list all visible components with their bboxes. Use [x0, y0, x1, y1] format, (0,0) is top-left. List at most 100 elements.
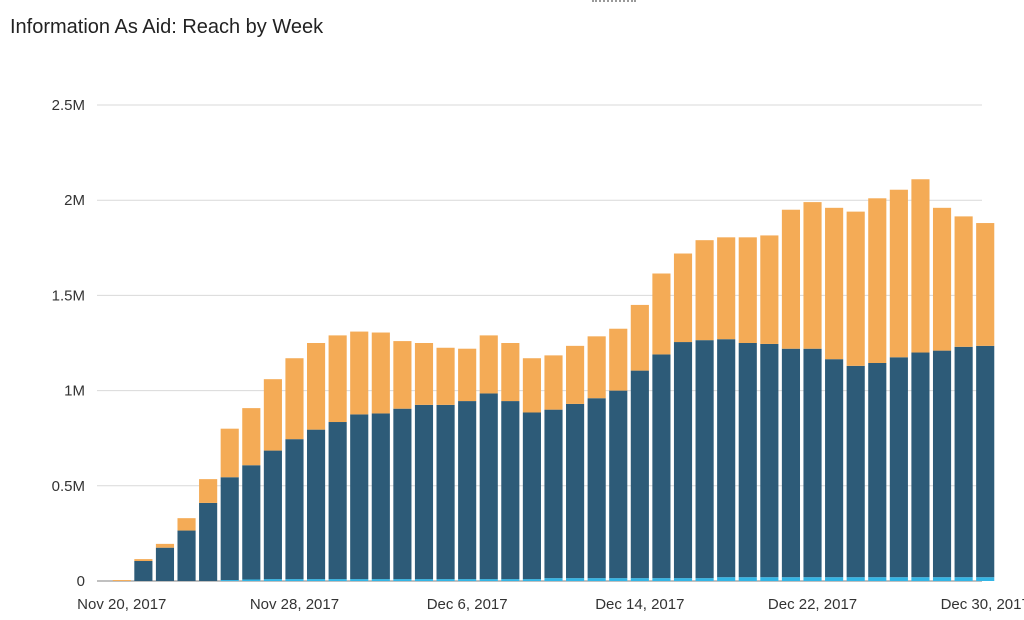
bar-series0-33	[825, 577, 844, 581]
bar-series1-13	[393, 408, 412, 580]
bar-series1-27	[695, 340, 714, 579]
bar-series1-33	[825, 359, 844, 578]
bar-series0-40	[976, 577, 995, 581]
bar-series0-29	[738, 577, 757, 581]
bar-series2-19	[522, 358, 541, 413]
bar-series0-11	[350, 579, 369, 581]
bar-series2-32	[803, 202, 822, 349]
x-tick-label-2: Dec 6, 2017	[427, 596, 508, 613]
y-tick-label-2: 1M	[64, 383, 85, 400]
bar-series1-34	[846, 365, 865, 578]
bar-series1-17	[479, 393, 498, 580]
bar-series1-23	[609, 390, 628, 579]
chart-title: Information As Aid: Reach by Week	[10, 16, 324, 38]
y-tick-label-3: 1.5M	[52, 287, 85, 304]
bar-series1-1	[134, 561, 153, 581]
bar-series2-33	[825, 207, 844, 360]
bar-series2-30	[760, 235, 779, 344]
bar-series0-9	[306, 579, 326, 581]
bar-series0-24	[630, 578, 649, 581]
bar-series2-21	[566, 345, 585, 404]
bar-series0-34	[846, 577, 865, 581]
bar-series1-6	[242, 465, 261, 580]
bar-series0-17	[479, 579, 498, 581]
bar-series2-31	[781, 209, 801, 349]
bar-series2-22	[587, 336, 606, 399]
bar-series1-37	[911, 352, 930, 578]
bar-series2-16	[458, 348, 477, 402]
bar-series1-26	[673, 342, 693, 579]
bar-series1-38	[932, 350, 952, 578]
x-tick-label-3: Dec 14, 2017	[595, 596, 684, 613]
bar-series2-38	[932, 207, 952, 351]
bar-series0-20	[544, 578, 563, 581]
bar-series1-19	[522, 412, 541, 580]
bar-series1-20	[544, 409, 563, 579]
bar-series2-3	[177, 518, 196, 531]
bar-series0-14	[414, 579, 434, 581]
bar-series1-39	[954, 346, 973, 578]
y-tick-label-1: 0.5M	[52, 478, 85, 495]
bar-series1-24	[630, 370, 649, 579]
bar-series1-40	[976, 345, 995, 578]
bar-series2-24	[630, 304, 649, 371]
bar-series0-25	[652, 578, 671, 581]
bar-series0-26	[673, 578, 693, 581]
bar-series2-26	[673, 253, 693, 343]
bar-series1-15	[436, 404, 455, 580]
y-tick-label-4: 2M	[64, 192, 85, 209]
bar-series2-25	[652, 273, 671, 355]
bar-series1-3	[177, 530, 196, 581]
bar-series2-39	[954, 216, 973, 347]
bar-series2-40	[976, 223, 995, 346]
bar-series0-30	[760, 577, 779, 581]
bar-series0-35	[868, 577, 887, 581]
bar-series2-0	[112, 580, 131, 581]
bar-series0-19	[522, 579, 541, 581]
bar-series0-16	[458, 579, 477, 581]
bar-series1-9	[306, 429, 326, 580]
bar-series0-12	[371, 579, 390, 581]
bar-series2-4	[199, 479, 218, 503]
bar-series1-7	[263, 450, 282, 580]
bar-series2-23	[609, 328, 628, 391]
bar-series1-21	[566, 403, 585, 579]
bar-series1-36	[889, 357, 908, 578]
x-tick-label-5: Dec 30, 2017	[941, 596, 1024, 613]
bar-series1-35	[868, 362, 887, 578]
bar-series2-18	[501, 343, 520, 402]
bar-series0-32	[803, 577, 822, 581]
bar-series1-5	[220, 477, 239, 581]
bar-series1-31	[781, 348, 801, 578]
bar-series1-28	[717, 339, 736, 578]
bar-series0-21	[566, 578, 585, 581]
x-tick-label-1: Nov 28, 2017	[250, 596, 339, 613]
bar-series1-11	[350, 414, 369, 580]
bar-series0-22	[587, 578, 606, 581]
bar-series0-15	[436, 579, 455, 581]
bar-series2-27	[695, 240, 714, 341]
bar-series0-31	[781, 577, 801, 581]
bar-series2-14	[414, 343, 434, 405]
bar-series1-32	[803, 348, 822, 578]
bar-series2-7	[263, 379, 282, 451]
bar-series0-13	[393, 579, 412, 581]
y-tick-label-0: 0	[77, 573, 85, 590]
bar-series2-6	[242, 408, 261, 466]
bar-series0-38	[932, 577, 952, 581]
bar-series0-8	[285, 579, 304, 581]
bar-series0-5	[220, 580, 239, 581]
bar-series2-12	[371, 332, 390, 414]
bar-series0-39	[954, 577, 973, 581]
bar-series2-5	[220, 428, 239, 478]
y-tick-label-5: 2.5M	[52, 97, 85, 114]
bar-series2-37	[911, 179, 930, 353]
bar-series0-27	[695, 578, 714, 581]
bar-series1-4	[199, 502, 218, 581]
x-tick-label-0: Nov 20, 2017	[77, 596, 166, 613]
bar-series1-22	[587, 398, 606, 579]
bar-series0-7	[263, 579, 282, 581]
bar-series2-10	[328, 335, 347, 423]
bar-series0-18	[501, 579, 520, 581]
